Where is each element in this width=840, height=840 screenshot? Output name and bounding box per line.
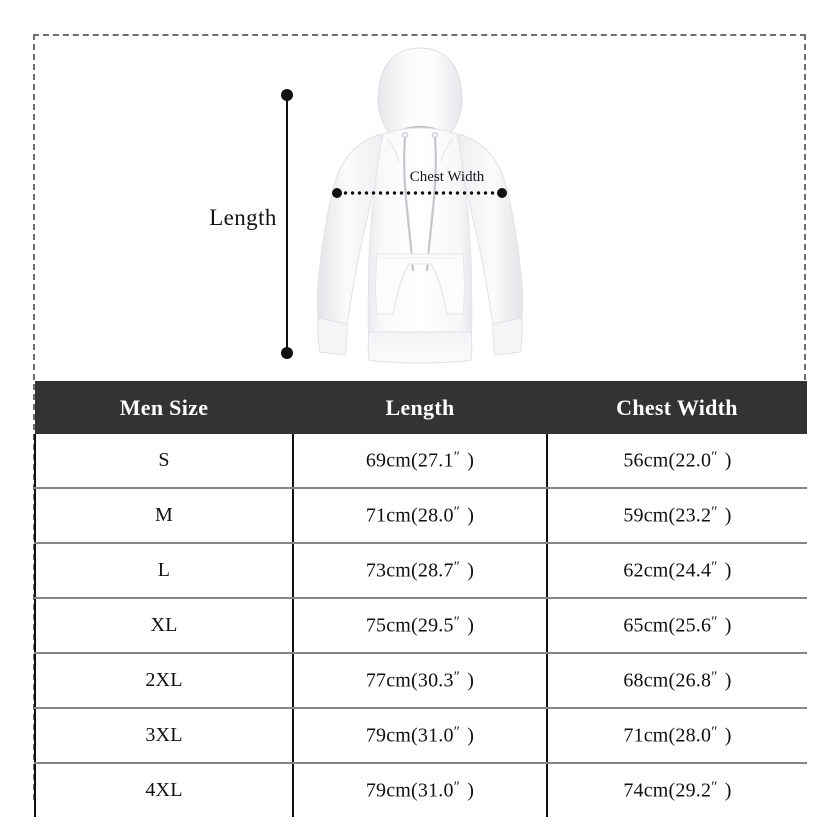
column-header-chest-width: Chest Width [547,381,807,434]
length-endpoint-dot-top [281,89,293,101]
length-measure-line [286,95,288,353]
garment-diagram: Length [33,34,806,381]
table-row: 4XL 79cm(31.0″ ) 74cm(29.2″ ) [34,763,807,817]
cell-size: 3XL [34,708,294,764]
cell-size: 4XL [34,763,294,817]
chest-width-annotation-label: Chest Width [409,169,485,185]
cell-length: 79cm(31.0″ ) [293,708,548,764]
table-row: 2XL 77cm(30.3″ ) 68cm(26.8″ ) [34,653,807,709]
cell-length: 71cm(28.0″ ) [293,488,548,544]
cell-size: 2XL [34,653,294,709]
table-row: S 69cm(27.1″ ) 56cm(22.0″ ) [34,434,807,489]
chest-width-measure-line [335,191,503,195]
cell-length: 77cm(30.3″ ) [293,653,548,709]
length-annotation-label: Length [209,205,277,230]
cell-chest-width: 74cm(29.2″ ) [547,763,807,817]
cell-size: S [34,434,294,489]
cell-chest-width: 68cm(26.8″ ) [547,653,807,709]
table-row: L 73cm(28.7″ ) 62cm(24.4″ ) [34,543,807,599]
table-row: XL 75cm(29.5″ ) 65cm(25.6″ ) [34,598,807,654]
cell-chest-width: 71cm(28.0″ ) [547,708,807,764]
cell-chest-width: 65cm(25.6″ ) [547,598,807,654]
column-header-men-size: Men Size [35,381,293,434]
table-body: S 69cm(27.1″ ) 56cm(22.0″ ) M 71cm(28.0″ ) 59… [34,434,807,817]
length-endpoint-dot-bottom [281,347,293,359]
cell-length: 69cm(27.1″ ) [293,434,548,489]
column-header-length: Length [293,381,547,434]
chest-endpoint-dot-right [497,188,507,198]
cell-chest-width: 56cm(22.0″ ) [547,434,807,489]
cell-length: 75cm(29.5″ ) [293,598,548,654]
size-table: Men Size Length Chest Width S 69cm(27.1″ … [34,381,807,817]
cell-chest-width: 62cm(24.4″ ) [547,543,807,599]
chest-endpoint-dot-left [332,188,342,198]
cell-length: 79cm(31.0″ ) [293,763,548,817]
table-header-row: Men Size Length Chest Width [35,381,807,434]
cell-chest-width: 59cm(23.2″ ) [547,488,807,544]
table-header: Men Size Length Chest Width [35,381,807,434]
cell-size: M [34,488,294,544]
cell-size: XL [34,598,294,654]
cell-size: L [34,543,294,599]
cell-length: 73cm(28.7″ ) [293,543,548,599]
table-row: M 71cm(28.0″ ) 59cm(23.2″ ) [34,488,807,544]
table-row: 3XL 79cm(31.0″ ) 71cm(28.0″ ) [34,708,807,764]
hoodie-illustration [295,42,545,374]
